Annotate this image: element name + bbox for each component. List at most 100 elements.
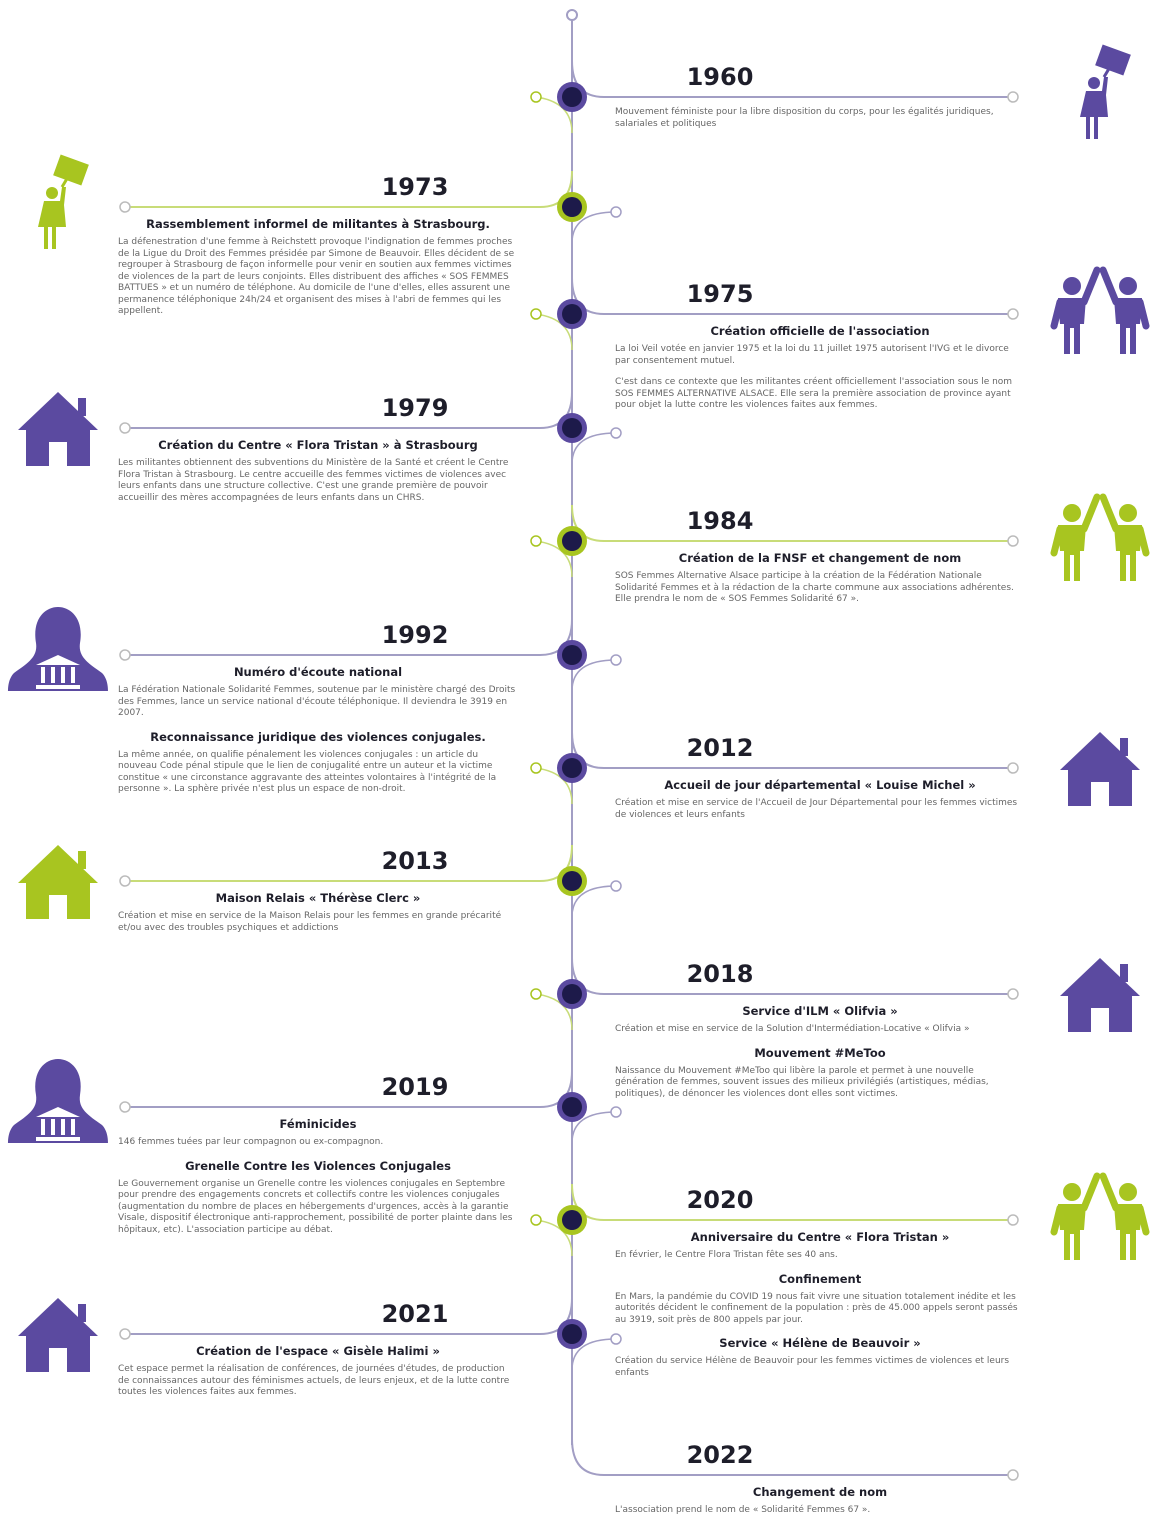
free-arms bbox=[1050, 1204, 1150, 1236]
connector-end bbox=[1007, 988, 1019, 1000]
bust-icon bbox=[8, 607, 108, 691]
year: 2022 bbox=[686, 1441, 754, 1469]
event-text: Création et mise en service de la Soluti… bbox=[615, 1024, 970, 1034]
event-heading: Service d'ILM « Olifvia » bbox=[742, 1004, 898, 1018]
arms bbox=[1080, 1172, 1120, 1212]
event-block: Rassemblement informel de militantes à S… bbox=[118, 217, 518, 328]
body bbox=[1058, 1204, 1086, 1260]
institution-roof bbox=[36, 1107, 80, 1117]
institution-column bbox=[61, 667, 65, 683]
free-arms bbox=[1050, 525, 1150, 557]
icon bbox=[8, 1059, 108, 1143]
event-block: Maison Relais « Thérèse Clerc » Création … bbox=[118, 891, 518, 944]
icon bbox=[1050, 493, 1150, 581]
institution-column bbox=[51, 1119, 55, 1135]
event-heading: Création officielle de l'association bbox=[710, 324, 930, 338]
sign-pole bbox=[1102, 66, 1112, 78]
connector-end bbox=[1007, 1214, 1019, 1226]
icon bbox=[1050, 1172, 1150, 1260]
connector-end bbox=[1007, 308, 1019, 320]
side-branch bbox=[571, 1111, 617, 1144]
event-heading: Reconnaissance juridique des violences c… bbox=[150, 729, 486, 744]
institution-column bbox=[71, 667, 75, 683]
body bbox=[1114, 298, 1142, 354]
side-dot bbox=[610, 206, 622, 218]
event-block: Anniversaire du Centre « Flora Tristan »… bbox=[615, 1230, 1025, 1389]
head bbox=[1063, 277, 1081, 295]
connector-end bbox=[119, 422, 131, 434]
event-block: Féminicides 146 femmes tuées par leur com… bbox=[118, 1117, 518, 1246]
event-block: Création de l'espace « Gisèle Halimi » Ce… bbox=[118, 1344, 518, 1409]
year: 1960 bbox=[686, 63, 754, 91]
body bbox=[1114, 525, 1142, 581]
connector-end bbox=[1007, 535, 1019, 547]
event-text: Création et mise en service de l'Accueil… bbox=[615, 798, 1018, 820]
event-text: La même année, on qualifie pénalement le… bbox=[118, 749, 497, 795]
year: 1992 bbox=[381, 621, 449, 649]
event-heading: Changement de nom bbox=[752, 1485, 888, 1499]
icon bbox=[8, 607, 108, 691]
institution-base bbox=[36, 685, 80, 689]
body bbox=[1058, 298, 1086, 354]
sign-pole bbox=[60, 176, 70, 188]
node bbox=[562, 87, 582, 107]
side-dot bbox=[530, 762, 542, 774]
side-branch bbox=[571, 659, 617, 692]
connector-end bbox=[119, 1328, 131, 1340]
node bbox=[562, 645, 582, 665]
house-chimney bbox=[1120, 964, 1128, 982]
institution-column bbox=[41, 667, 45, 683]
institution-column bbox=[71, 1119, 75, 1135]
institution-column bbox=[61, 1119, 65, 1135]
body bbox=[1080, 77, 1108, 139]
house-chimney bbox=[78, 851, 86, 869]
house-icon bbox=[18, 1298, 98, 1372]
house-icon bbox=[18, 392, 98, 466]
side-branch bbox=[571, 885, 617, 918]
bust-icon bbox=[8, 1059, 108, 1143]
year: 2019 bbox=[381, 1073, 449, 1101]
event-text: Naissance du Mouvement #MeToo qui libère… bbox=[615, 1065, 989, 1099]
connector-end bbox=[1007, 91, 1019, 103]
side-dot bbox=[610, 1333, 622, 1345]
side-dot bbox=[530, 988, 542, 1000]
event-text: Les militantes obtiennent des subvention… bbox=[118, 458, 509, 503]
event-block: Création du Centre « Flora Tristan » à S… bbox=[118, 438, 518, 514]
node bbox=[562, 197, 582, 217]
event-text: En février, le Centre Flora Tristan fête… bbox=[615, 1250, 838, 1260]
node bbox=[562, 984, 582, 1004]
icon bbox=[18, 1298, 98, 1372]
event-heading: Féminicides bbox=[279, 1117, 357, 1131]
connector-end bbox=[1007, 762, 1019, 774]
sign bbox=[53, 154, 89, 186]
event-heading: Rassemblement informel de militantes à S… bbox=[146, 217, 490, 231]
house-chimney bbox=[1120, 738, 1128, 756]
institution-roof bbox=[36, 655, 80, 665]
head bbox=[1119, 504, 1137, 522]
body bbox=[1114, 1204, 1142, 1260]
side-dot bbox=[610, 654, 622, 666]
side-branch bbox=[571, 432, 617, 465]
icon bbox=[1060, 958, 1140, 1032]
event-text: La loi Veil votée en janvier 1975 et la … bbox=[615, 344, 1009, 366]
event-text: Création et mise en service de la Maison… bbox=[118, 911, 502, 933]
connector-end bbox=[119, 201, 131, 213]
year: 2013 bbox=[381, 847, 449, 875]
node bbox=[562, 1324, 582, 1344]
event-block: Création officielle de l'association La l… bbox=[615, 324, 1025, 422]
event-heading: Grenelle Contre les Violences Conjugales bbox=[185, 1158, 451, 1173]
head bbox=[46, 187, 58, 199]
connector-end bbox=[1007, 1469, 1019, 1481]
event-text: La Fédération Nationale Solidarité Femme… bbox=[118, 685, 516, 718]
event-text: Cet espace permet la réalisation de conf… bbox=[118, 1364, 510, 1397]
event-block: Création de la FNSF et changement de nom… bbox=[615, 551, 1025, 616]
icon bbox=[1060, 732, 1140, 806]
node bbox=[562, 758, 582, 778]
free-arms bbox=[1050, 298, 1150, 330]
head bbox=[1119, 277, 1137, 295]
sign bbox=[1095, 44, 1131, 76]
head bbox=[1088, 77, 1100, 89]
event-heading: Création de l'espace « Gisèle Halimi » bbox=[196, 1344, 440, 1358]
event-heading: Service « Hélène de Beauvoir » bbox=[719, 1336, 921, 1350]
event-text: L'association prend le nom de « Solidari… bbox=[615, 1505, 871, 1515]
